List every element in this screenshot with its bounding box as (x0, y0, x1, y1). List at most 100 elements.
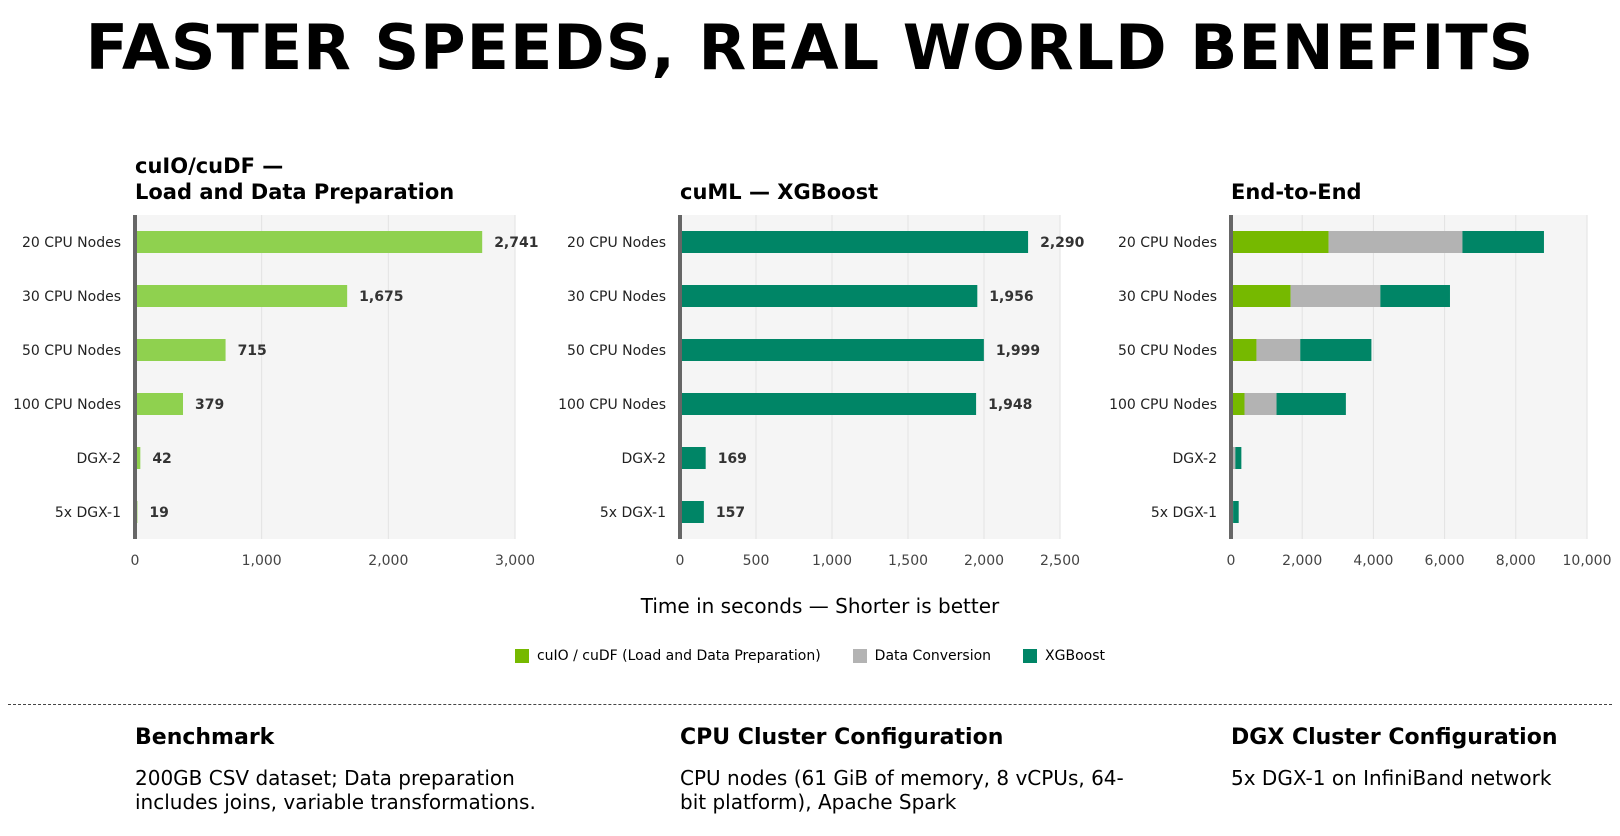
x-tick-label: 0 (131, 553, 140, 569)
bar-segment (1232, 447, 1236, 469)
value-label: 19 (149, 505, 168, 521)
bar-segment (1235, 447, 1242, 469)
value-label: 379 (195, 397, 224, 413)
value-label: 1,675 (359, 289, 403, 305)
cpu-cluster-text: CPU nodes (61 GiB of memory, 8 vCPUs, 64… (680, 766, 1124, 814)
bar-segment (1231, 285, 1291, 307)
legend-item-xgboost: XGBoost (1023, 648, 1105, 664)
legend-swatch-conversion (852, 649, 867, 663)
benchmark-text: 200GB CSV dataset; Data preparation incl… (135, 766, 536, 814)
category-label: 30 CPU Nodes (22, 289, 121, 305)
bar-segment (1290, 285, 1381, 307)
chart-2-title-line2: cuML — XGBoost (680, 180, 879, 204)
legend-label-conversion: Data Conversion (874, 648, 992, 664)
legend: cuIO / cuDF (Load and Data Preparation) … (0, 648, 1620, 664)
bar (135, 285, 348, 307)
bar-segment (1300, 339, 1372, 361)
category-label: 20 CPU Nodes (1118, 235, 1217, 251)
bar-segment (1328, 231, 1463, 253)
category-label: 100 CPU Nodes (558, 397, 666, 413)
bar (135, 393, 184, 415)
legend-item-conversion: Data Conversion (852, 648, 992, 664)
bar-segment (1256, 339, 1301, 361)
bar-segment (1233, 501, 1239, 523)
value-label: 157 (716, 505, 745, 521)
category-label: 20 CPU Nodes (22, 235, 121, 251)
load-prep-bar-chart: 0 1,000 2,000 3,000 20 CPU Nodes 2,741 30 CPU … (13, 215, 538, 569)
x-tick-label: 1,000 (242, 553, 282, 569)
value-label: 715 (238, 343, 267, 359)
x-tick-label: 8,000 (1496, 553, 1536, 569)
x-tick-label: 4,000 (1353, 553, 1393, 569)
category-label: 30 CPU Nodes (1118, 289, 1217, 305)
chart-2-title-line1 (680, 153, 878, 179)
legend-swatch-load (514, 649, 529, 663)
x-tick-label: 2,000 (964, 553, 1004, 569)
x-tick-label: 0 (676, 553, 685, 569)
x-tick-label: 2,000 (1282, 553, 1322, 569)
bar (135, 339, 226, 361)
chart-1-title-line2: Load and Data Preparation (135, 180, 455, 204)
benchmark-heading: Benchmark (135, 725, 275, 750)
legend-swatch-xgboost (1023, 649, 1038, 663)
dgx-cluster-info: DGX Cluster Configuration 5x DGX-1 on In… (1231, 724, 1601, 790)
cpu-cluster-info: CPU Cluster Configuration CPU nodes (61 … (680, 724, 1140, 814)
value-label: 1,948 (988, 397, 1032, 413)
cpu-cluster-heading: CPU Cluster Configuration (680, 725, 1004, 750)
bar (680, 339, 984, 361)
legend-label-xgboost: XGBoost (1045, 648, 1106, 664)
x-axis-caption: Time in seconds — Shorter is better (640, 594, 1000, 618)
plot-background (680, 215, 1060, 539)
x-tick-label: 500 (743, 553, 770, 569)
category-label: 5x DGX-1 (55, 505, 121, 521)
plot-background (1231, 215, 1587, 539)
category-label: 50 CPU Nodes (1118, 343, 1217, 359)
x-tick-label: 1,000 (812, 553, 852, 569)
value-label: 1,956 (989, 289, 1033, 305)
category-label: 100 CPU Nodes (1109, 397, 1217, 413)
end-to-end-stacked-bar-chart: 0 2,000 4,000 6,000 8,000 10,000 20 CPU Nodes 3… (1109, 215, 1612, 569)
value-label: 169 (718, 451, 747, 467)
bar (680, 231, 1029, 253)
x-tick-label: 3,000 (495, 553, 535, 569)
category-label: 30 CPU Nodes (567, 289, 666, 305)
x-tick-label: 0 (1227, 553, 1236, 569)
value-label: 2,741 (494, 235, 538, 251)
bar-segment (1462, 231, 1544, 253)
page-title: FASTER SPEEDS, REAL WORLD BENEFITS (85, 11, 1535, 84)
bar (680, 447, 706, 469)
benchmark-info: Benchmark 200GB CSV dataset; Data prepar… (135, 724, 595, 814)
bar-segment (1244, 393, 1277, 415)
chart-3-title: End-to-End (1231, 153, 1362, 205)
bar (135, 231, 483, 253)
category-label: 20 CPU Nodes (567, 235, 666, 251)
chart-2-title: cuML — XGBoost (680, 153, 878, 205)
bar-segment (1231, 393, 1245, 415)
bar (680, 393, 977, 415)
category-label: 5x DGX-1 (1151, 505, 1217, 521)
legend-item-load: cuIO / cuDF (Load and Data Preparation) (514, 648, 821, 664)
category-label: DGX-2 (1173, 451, 1217, 467)
value-label: 2,290 (1040, 235, 1085, 251)
category-label: DGX-2 (77, 451, 121, 467)
xgboost-bar-chart: 0 500 1,000 1,500 2,000 2,500 20 CPU Nodes 2,29… (558, 215, 1085, 569)
category-label: DGX-2 (622, 451, 666, 467)
dgx-cluster-heading: DGX Cluster Configuration (1231, 725, 1558, 750)
category-label: 50 CPU Nodes (22, 343, 121, 359)
x-tick-label: 6,000 (1425, 553, 1465, 569)
chart-1-title-line1: cuIO/cuDF — (135, 154, 284, 178)
section-divider (8, 704, 1612, 705)
category-label: 100 CPU Nodes (13, 397, 121, 413)
bar-segment (1276, 393, 1346, 415)
chart-3-title-line1 (1231, 153, 1362, 179)
value-label: 1,999 (996, 343, 1040, 359)
value-label: 42 (152, 451, 171, 467)
category-label: 50 CPU Nodes (567, 343, 666, 359)
bar-segment (1380, 285, 1450, 307)
chart-3-title-line2: End-to-End (1231, 180, 1362, 204)
x-tick-label: 2,500 (1040, 553, 1080, 569)
bar (135, 447, 141, 469)
bar (680, 285, 978, 307)
x-tick-label: 1,500 (888, 553, 928, 569)
plot-background (135, 215, 515, 539)
